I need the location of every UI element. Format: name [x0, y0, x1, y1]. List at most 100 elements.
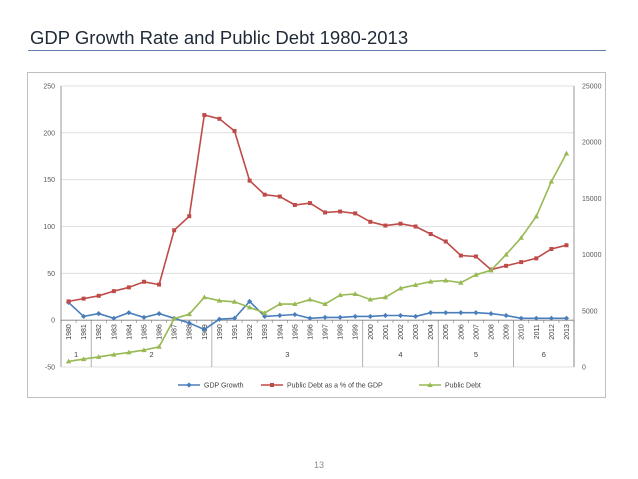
public-debt-pct-point: [81, 296, 86, 301]
public-debt-point: [533, 213, 539, 219]
x-tick-label: 1989: [202, 324, 209, 340]
x-tick-label: 2007: [473, 324, 480, 340]
public-debt-pct-point: [141, 279, 146, 284]
gdp-growth-point: [337, 314, 343, 320]
y-right-tick-label: 20000: [582, 140, 602, 147]
x-tick-label: 1980: [66, 324, 73, 340]
chart-frame: -50 0 50 100 150 200 250 0 5000 10000 15000 20000 25…: [27, 72, 606, 398]
gdp-growth-point: [277, 312, 283, 319]
public-debt-point: [141, 347, 147, 353]
public-debt-pct-point: [398, 221, 403, 226]
public-debt-point: [111, 351, 117, 357]
gdp-growth-point: [533, 315, 539, 321]
public-debt-point: [397, 285, 404, 291]
public-debt-pct-point: [172, 228, 177, 233]
public-debt-pct-point: [232, 128, 237, 133]
legend-swatch-marker: [270, 383, 274, 387]
x-tick-label: 2003: [413, 324, 420, 340]
x-tick-label: 1982: [96, 324, 103, 340]
public-debt-pct-point: [458, 253, 463, 258]
gdp-growth-point: [231, 315, 238, 321]
gdp-growth-point: [443, 310, 449, 316]
legend-swatch-marker: [186, 382, 192, 388]
x-tick-label: 2004: [428, 324, 435, 340]
gdp-growth-point: [563, 315, 570, 321]
period-group-label: 4: [398, 350, 402, 359]
public-debt-point: [518, 234, 524, 240]
public-debt-pct-point: [368, 219, 373, 224]
y-left-tick-label: 150: [43, 177, 55, 184]
public-debt-point: [367, 296, 374, 302]
public-debt-pct-point: [564, 243, 569, 248]
public-debt-pct-point: [504, 263, 509, 268]
public-debt-point: [65, 358, 72, 364]
x-tick-label: 2005: [443, 324, 450, 340]
gdp-growth-point: [367, 313, 373, 320]
public-debt-pct-point: [383, 223, 388, 228]
public-debt-point: [322, 301, 328, 307]
public-debt-pct-point: [202, 113, 207, 118]
x-tick-label: 1987: [172, 324, 179, 340]
public-debt-point: [488, 267, 494, 273]
gdp-growth-point: [307, 315, 313, 321]
public-debt-point: [382, 294, 389, 300]
page-number: 13: [313, 460, 324, 470]
gdp-debt-line-chart: -500501001502002500500010000150002000025…: [43, 84, 602, 390]
public-debt-pct-point: [96, 293, 101, 298]
y-left-tick-label: 250: [43, 84, 55, 91]
public-debt-point: [80, 356, 87, 362]
public-debt-pct-point: [323, 210, 328, 215]
x-tick-label: 2006: [458, 324, 465, 340]
x-tick-label: 1998: [338, 324, 345, 340]
public-debt-point: [261, 310, 268, 316]
x-tick-label: 1994: [277, 324, 284, 340]
gdp-growth-point: [382, 312, 388, 319]
x-tick-label: 2002: [398, 324, 405, 340]
x-tick-label: 1996: [307, 324, 314, 340]
gdp-growth-point: [503, 312, 509, 319]
x-tick-label: 1984: [126, 324, 133, 340]
gdp-growth-line: [67, 300, 567, 331]
public-debt-point: [563, 150, 570, 156]
gdp-growth-point: [292, 311, 298, 318]
gdp-growth-point: [141, 314, 147, 320]
public-debt-pct-point: [247, 178, 252, 183]
public-debt-point: [503, 251, 509, 257]
public-debt-line: [68, 153, 568, 363]
gdp-growth-point: [352, 313, 358, 320]
y-left-tick-label: -50: [45, 365, 55, 372]
y-right-tick-label: 10000: [582, 252, 602, 259]
legend-label: Public Debt: [445, 383, 481, 390]
public-debt-point: [307, 296, 313, 302]
x-tick-label: 1983: [111, 324, 118, 340]
public-debt-point: [443, 277, 449, 283]
gdp-growth-point: [473, 310, 479, 316]
x-tick-label: 1995: [292, 324, 299, 340]
gdp-growth-point: [247, 298, 253, 305]
gdp-growth-point: [412, 313, 419, 320]
x-tick-label: 1985: [141, 324, 148, 340]
public-debt-pct-point: [277, 194, 282, 199]
title-divider: [28, 50, 606, 51]
x-tick-label: 1990: [217, 324, 224, 340]
public-debt-pct-point: [111, 289, 116, 294]
public-debt-point: [96, 354, 102, 359]
public-debt-point: [246, 304, 253, 310]
gdp-growth-point: [322, 314, 328, 320]
public-debt-point: [412, 282, 419, 287]
public-debt-pct-point: [157, 282, 162, 287]
gdp-growth-point: [111, 315, 117, 321]
public-debt-pct-point: [262, 192, 267, 197]
public-debt-point: [548, 178, 555, 184]
public-debt-point: [292, 301, 298, 307]
x-tick-label: 1997: [323, 324, 330, 340]
y-left-tick-label: 200: [43, 130, 55, 137]
x-tick-label: 1988: [187, 324, 194, 340]
gdp-growth-point: [397, 312, 404, 319]
gdp-growth-point: [458, 310, 464, 316]
x-tick-label: 1986: [157, 324, 164, 340]
public-debt-pct-point: [126, 285, 131, 290]
x-tick-label: 1981: [81, 324, 88, 340]
gdp-growth-point: [126, 310, 132, 316]
public-debt-pct-point: [187, 214, 192, 219]
